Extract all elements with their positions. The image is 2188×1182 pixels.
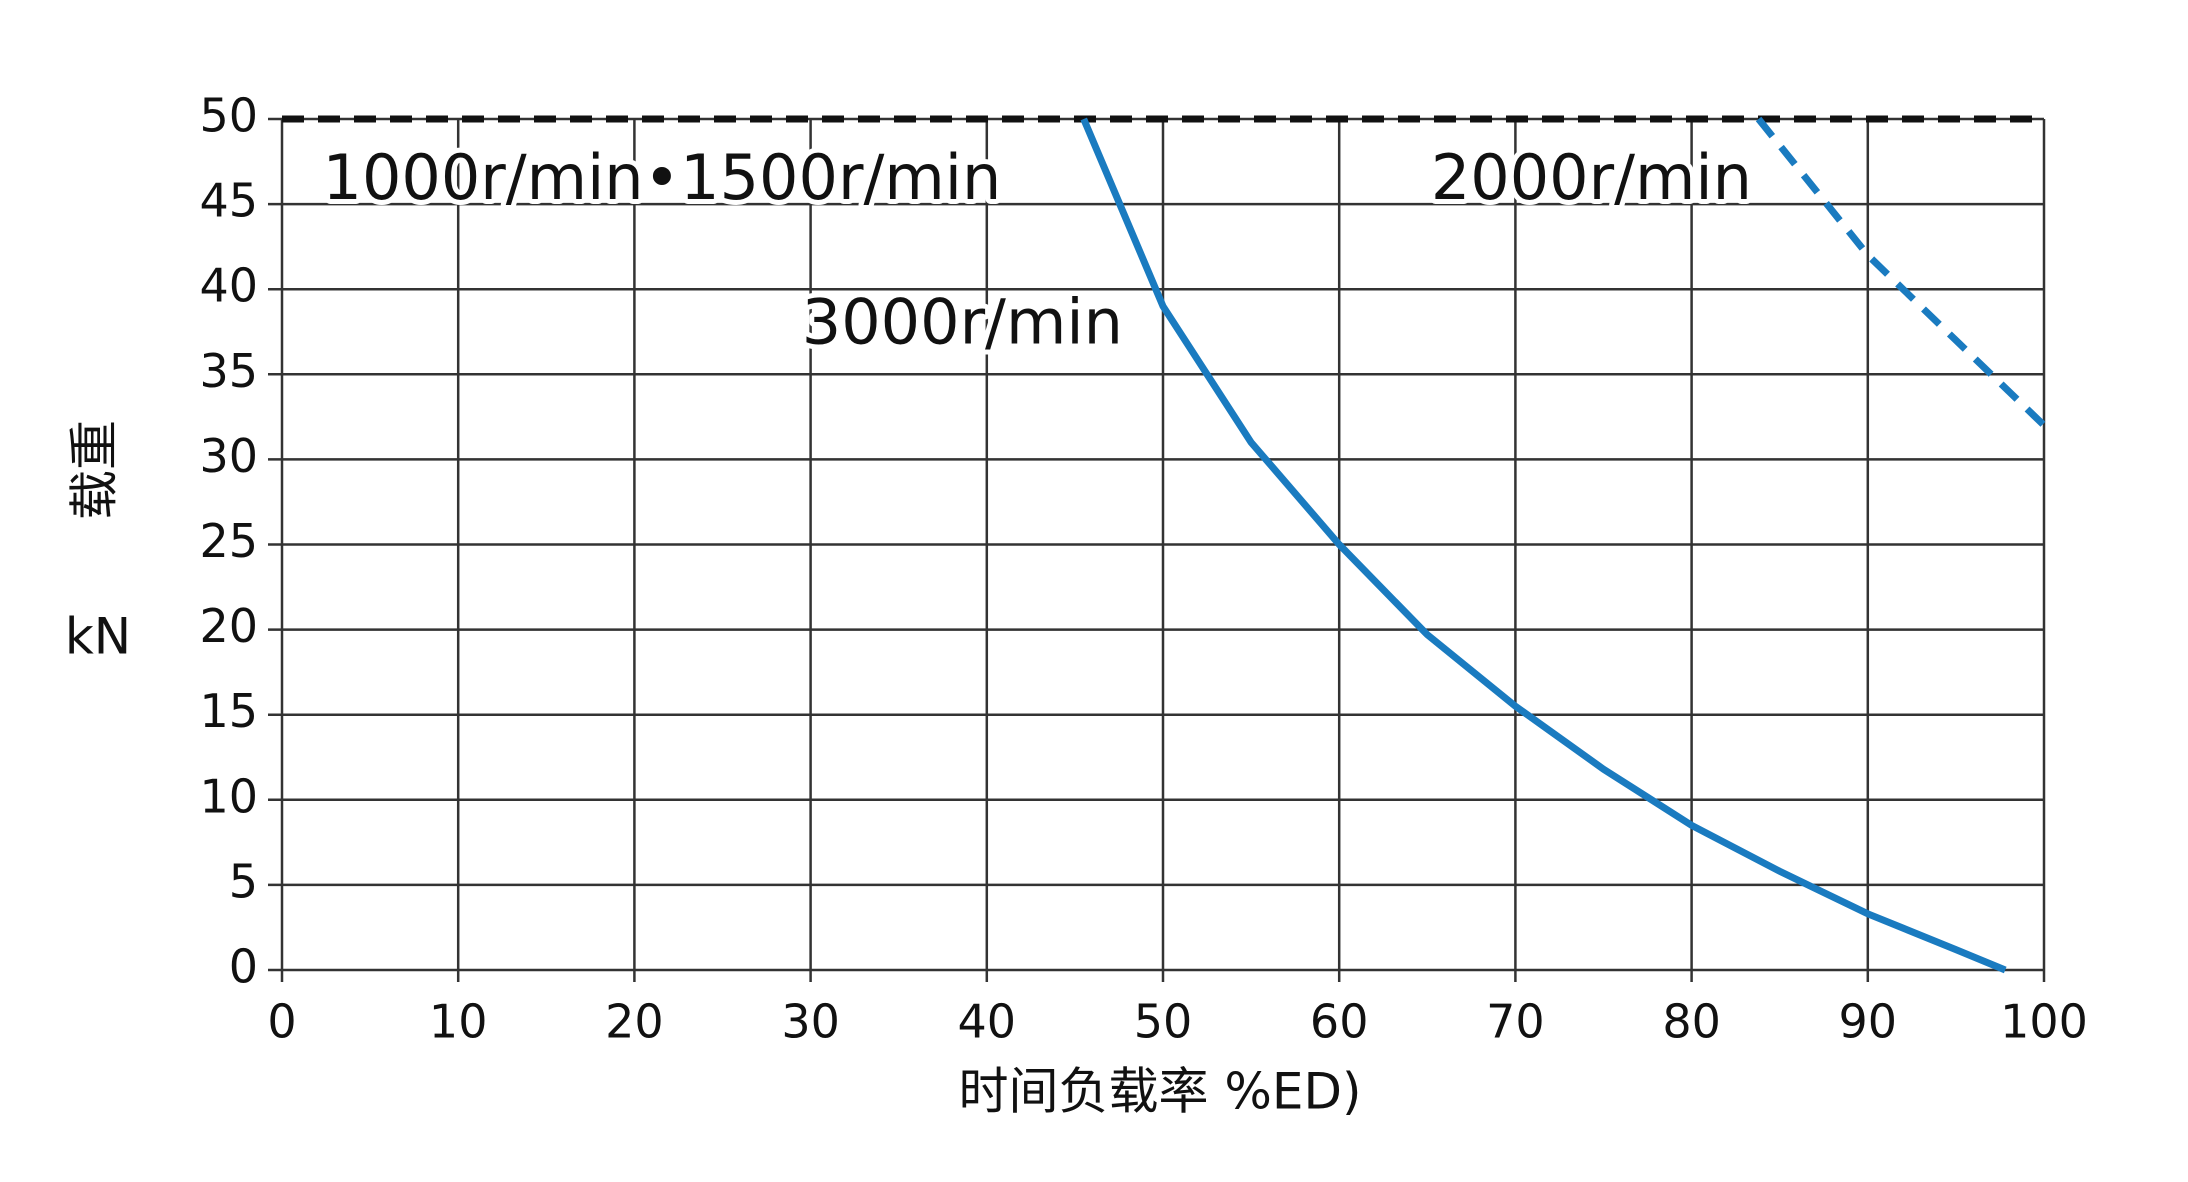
x-tick-label: 100 xyxy=(2000,995,2088,1049)
y-tick-label: 40 xyxy=(199,259,258,313)
x-tick-label: 60 xyxy=(1310,995,1369,1049)
x-tick-label: 80 xyxy=(1662,995,1721,1049)
y-tick-label: 45 xyxy=(199,174,258,228)
series-annotation: 2000r/min xyxy=(1431,141,1752,214)
y-tick-label: 20 xyxy=(199,599,258,653)
y-tick-label: 5 xyxy=(229,854,258,908)
y-tick-label: 15 xyxy=(199,684,258,738)
y-tick-label: 25 xyxy=(199,514,258,568)
y-axis-unit: kN xyxy=(65,608,131,666)
x-tick-label: 20 xyxy=(605,995,664,1049)
series-annotation: 1000r/min•1500r/min xyxy=(323,141,1002,214)
series-line xyxy=(1755,116,2047,428)
y-tick-label: 30 xyxy=(199,429,258,483)
x-tick-label: 70 xyxy=(1486,995,1545,1049)
x-tick-label: 50 xyxy=(1134,995,1193,1049)
series-annotation: 3000r/min xyxy=(802,286,1123,359)
x-axis-title: 时间负载率 %ED) xyxy=(958,1063,1361,1121)
x-tick-label: 90 xyxy=(1839,995,1898,1049)
x-tick-label: 40 xyxy=(958,995,1017,1049)
y-tick-label: 0 xyxy=(229,940,258,994)
y-axis-title: 载重 xyxy=(66,420,124,520)
x-tick-label: 0 xyxy=(267,995,296,1049)
y-tick-label: 35 xyxy=(199,344,258,398)
x-tick-label: 30 xyxy=(781,995,840,1049)
y-tick-label: 50 xyxy=(199,89,258,143)
x-tick-label: 10 xyxy=(429,995,488,1049)
y-tick-label: 10 xyxy=(199,769,258,823)
series-line xyxy=(1080,117,2007,974)
